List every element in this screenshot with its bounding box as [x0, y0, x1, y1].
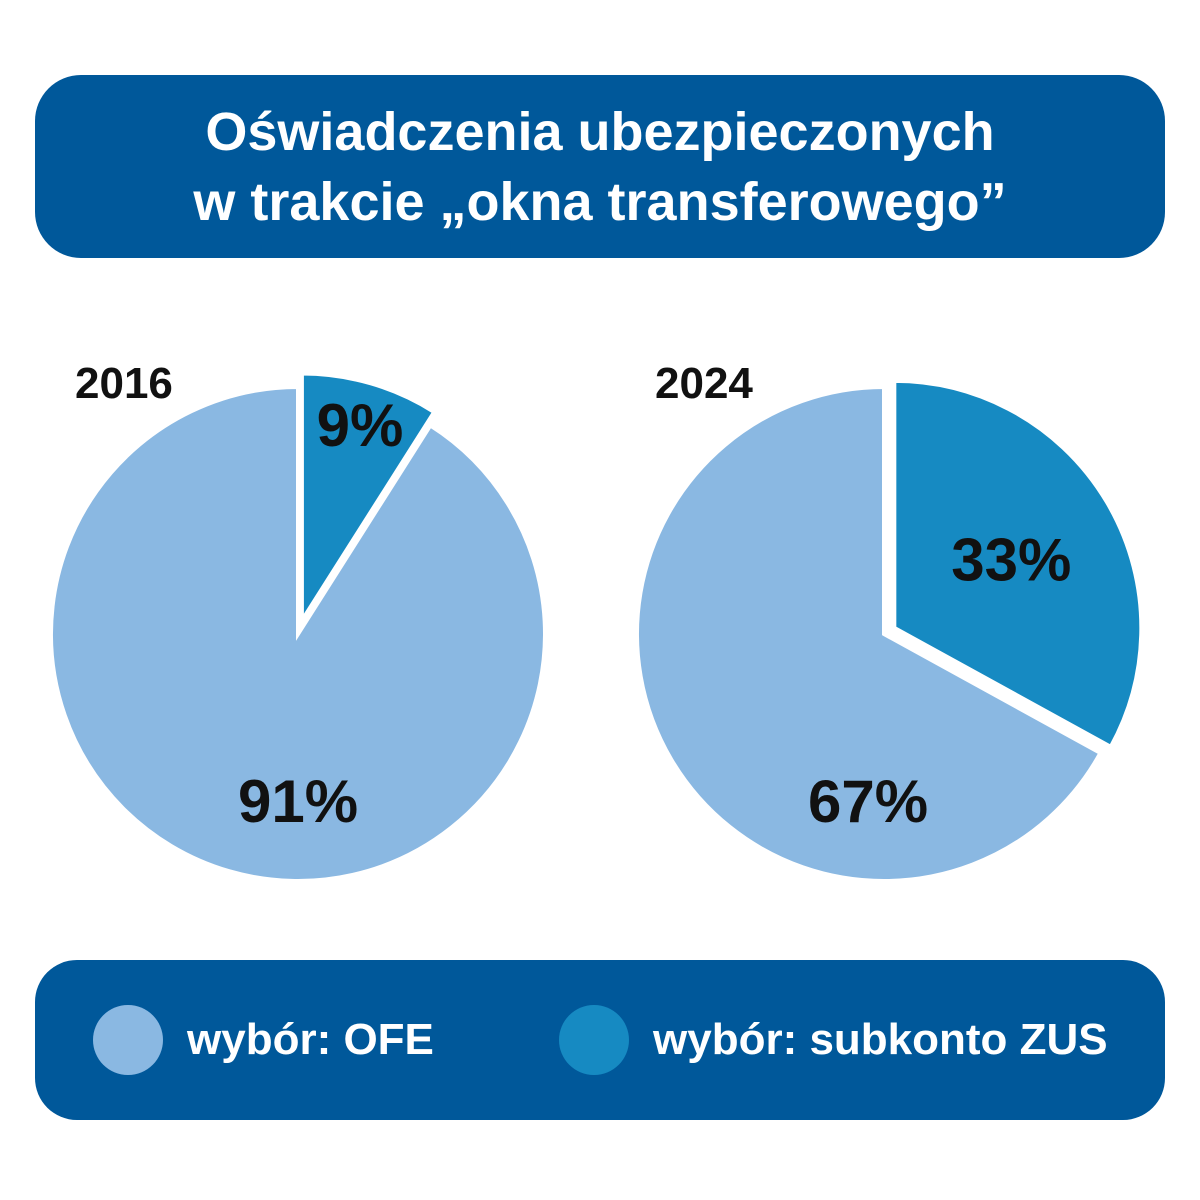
- legend-label-ofe: wybór: OFE: [187, 1015, 434, 1064]
- legend-swatch-ofe: [93, 1005, 163, 1075]
- chart-2024-label-zus: 33%: [951, 527, 1071, 594]
- chart-2024-title: 2024: [655, 359, 753, 408]
- chart-2016-slice-zus: [299, 371, 438, 628]
- chart-2016-slice-ofe: [49, 384, 547, 883]
- chart-2024-slice-zus: [892, 378, 1144, 750]
- title-line-1: Oświadczenia ubezpieczonych: [205, 101, 995, 162]
- chart-2024-slice-ofe: [635, 384, 1104, 883]
- chart-2016-title: 2016: [75, 359, 173, 408]
- title-line-2: w trakcie „okna transferowego”: [193, 171, 1007, 232]
- legend-swatch-zus: [559, 1005, 629, 1075]
- title-banner: Oświadczenia ubezpieczonych w trakcie „o…: [35, 75, 1165, 258]
- chart-2024-label-ofe: 67%: [808, 768, 928, 835]
- legend-item-zus: wybór: subkonto ZUS: [559, 960, 1108, 1120]
- chart-2016-label-ofe: 91%: [238, 768, 358, 835]
- legend-label-zus: wybór: subkonto ZUS: [653, 1015, 1108, 1064]
- legend: wybór: OFE wybór: subkonto ZUS: [35, 960, 1165, 1120]
- legend-item-ofe: wybór: OFE: [93, 960, 434, 1120]
- chart-2016-label-zus: 9%: [317, 392, 404, 459]
